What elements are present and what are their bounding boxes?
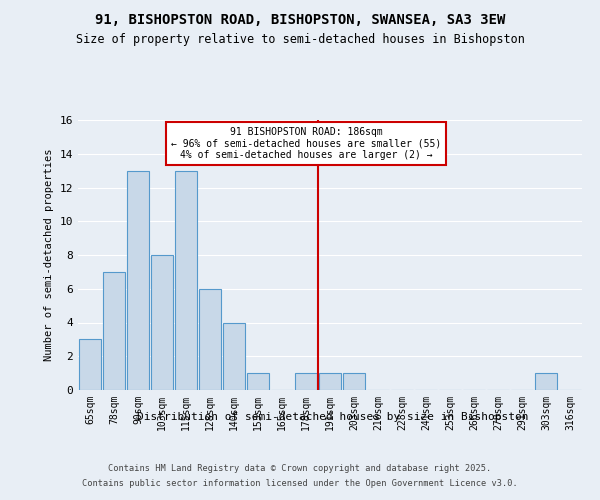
- Text: Contains HM Land Registry data © Crown copyright and database right 2025.: Contains HM Land Registry data © Crown c…: [109, 464, 491, 473]
- Text: Distribution of semi-detached houses by size in Bishopston: Distribution of semi-detached houses by …: [137, 412, 529, 422]
- Bar: [151, 255, 173, 390]
- Bar: [175, 170, 197, 390]
- Text: 91 BISHOPSTON ROAD: 186sqm
← 96% of semi-detached houses are smaller (55)
4% of : 91 BISHOPSTON ROAD: 186sqm ← 96% of semi…: [171, 126, 441, 160]
- Bar: [319, 373, 341, 390]
- Text: 91, BISHOPSTON ROAD, BISHOPSTON, SWANSEA, SA3 3EW: 91, BISHOPSTON ROAD, BISHOPSTON, SWANSEA…: [95, 12, 505, 26]
- Bar: [295, 373, 317, 390]
- Bar: [127, 170, 149, 390]
- Bar: [535, 373, 557, 390]
- Bar: [247, 373, 269, 390]
- Text: Contains public sector information licensed under the Open Government Licence v3: Contains public sector information licen…: [82, 479, 518, 488]
- Bar: [79, 340, 101, 390]
- Bar: [223, 322, 245, 390]
- Text: Size of property relative to semi-detached houses in Bishopston: Size of property relative to semi-detach…: [76, 32, 524, 46]
- Bar: [343, 373, 365, 390]
- Y-axis label: Number of semi-detached properties: Number of semi-detached properties: [44, 149, 54, 361]
- Bar: [199, 289, 221, 390]
- Bar: [103, 272, 125, 390]
